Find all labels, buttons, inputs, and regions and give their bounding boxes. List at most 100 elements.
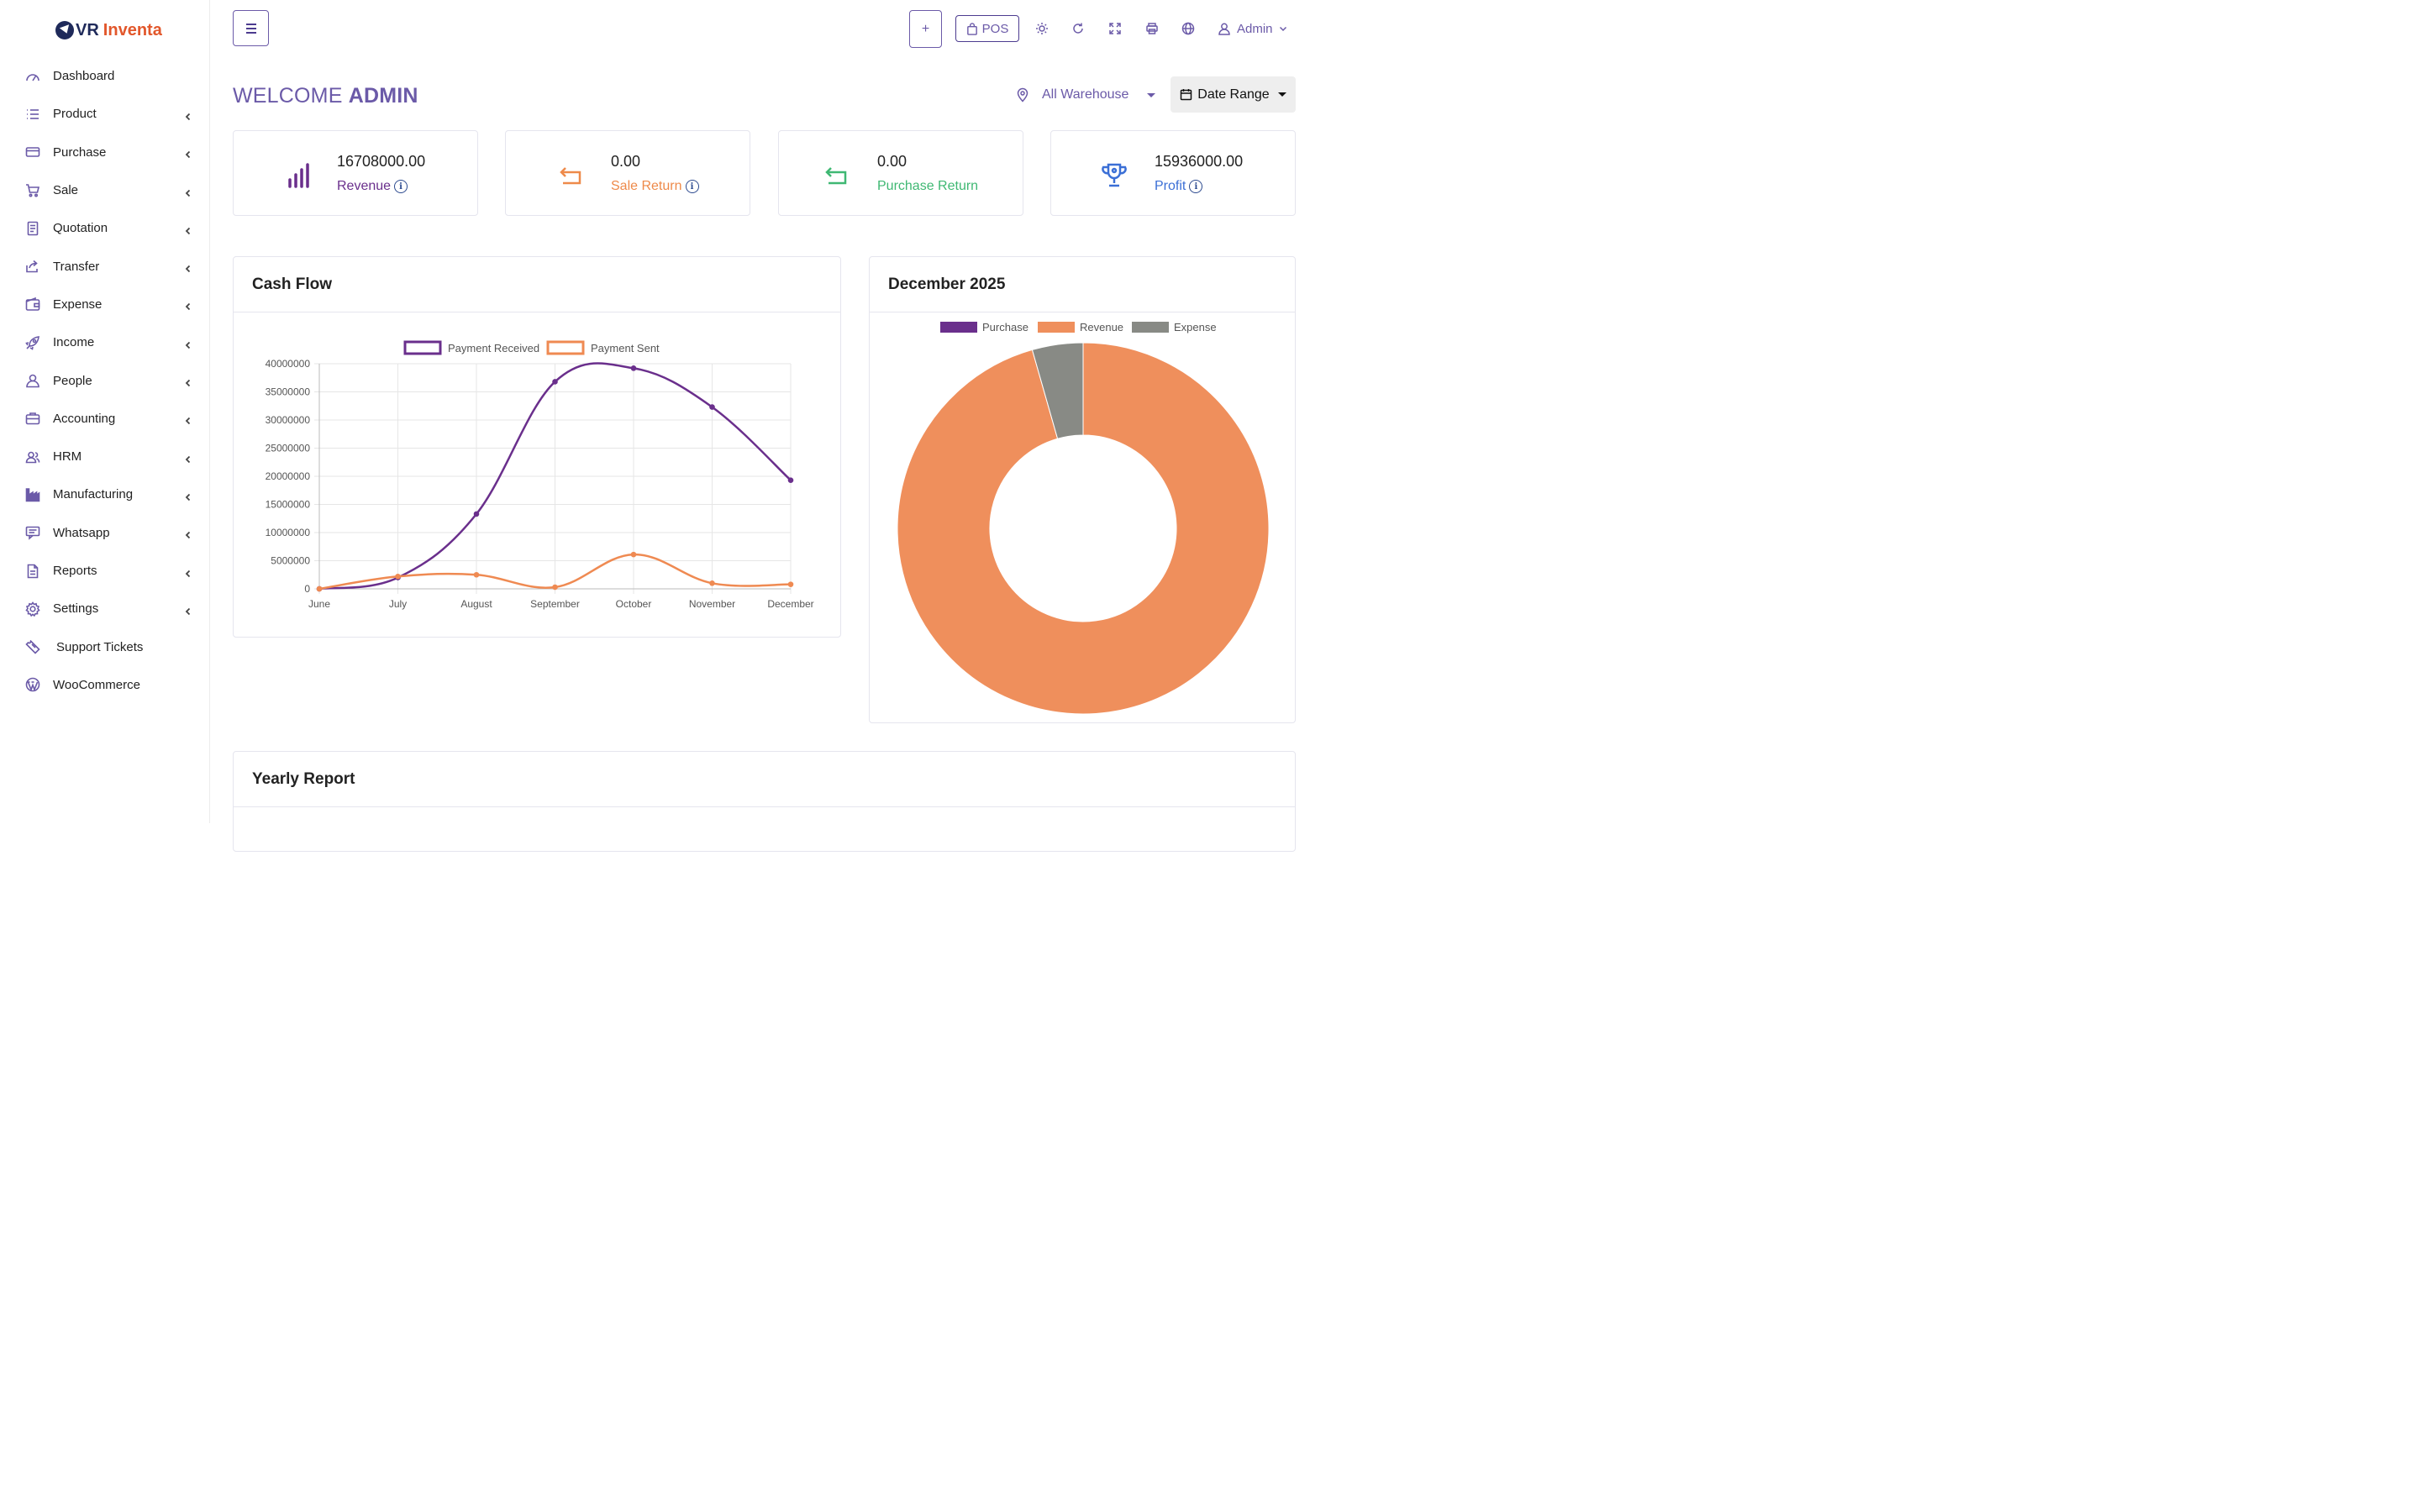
caret-down-icon — [1147, 92, 1156, 97]
sidebar: VR Inventa Dashboard Product Purchase Sale Q… — [0, 0, 210, 823]
legend-label: Purchase — [982, 321, 1028, 333]
chevron-left-icon — [184, 262, 192, 273]
sidebar-item-reports[interactable]: Reports — [0, 552, 210, 590]
x-tick-label: July — [389, 598, 407, 610]
sun-icon[interactable] — [1034, 21, 1050, 36]
brand-part1: VR — [76, 20, 99, 39]
profit-value: 15936000.00 — [1155, 153, 1244, 170]
cash-flow-title: Cash Flow — [252, 276, 333, 293]
info-icon[interactable]: i — [394, 180, 408, 193]
list-icon — [24, 106, 41, 123]
user-name: Admin — [1237, 21, 1273, 36]
return-arrow-icon — [557, 161, 586, 190]
globe-icon[interactable] — [1181, 21, 1196, 36]
sidebar-item-support-tickets[interactable]: Support Tickets — [0, 627, 210, 665]
share-icon — [24, 258, 41, 275]
y-tick-label: 35000000 — [266, 386, 311, 398]
sidebar-item-purchase[interactable]: Purchase — [0, 134, 210, 171]
fullscreen-icon[interactable] — [1107, 21, 1123, 36]
user-icon — [24, 372, 41, 389]
add-button[interactable]: + — [909, 10, 942, 48]
divider — [234, 806, 1295, 807]
sidebar-item-label: Expense — [53, 297, 103, 312]
legend-label: Payment Sent — [591, 342, 660, 354]
y-tick-label: 20000000 — [266, 470, 311, 482]
sidebar-item-dashboard[interactable]: Dashboard — [0, 57, 210, 95]
sidebar-item-people[interactable]: People — [0, 361, 210, 399]
sale-return-card: 0.00 Sale Return i — [505, 130, 750, 216]
user-icon — [1218, 23, 1230, 35]
hamburger-icon — [245, 23, 256, 34]
sidebar-item-hrm[interactable]: HRM — [0, 438, 210, 475]
sidebar-item-income[interactable]: Income — [0, 323, 210, 361]
brand-part2: Inventa — [103, 20, 162, 39]
sale-return-label: Sale Return i — [611, 179, 699, 194]
cart-icon — [24, 182, 41, 199]
rocket-icon — [24, 334, 41, 351]
date-range-label: Date Range — [1197, 87, 1270, 102]
data-point — [787, 477, 794, 483]
sidebar-item-product[interactable]: Product — [0, 95, 210, 133]
sidebar-item-label: Manufacturing — [53, 487, 134, 502]
sidebar-item-quotation[interactable]: Quotation — [0, 209, 210, 247]
sidebar-item-label: Sale — [53, 183, 79, 198]
data-point — [316, 585, 323, 592]
trophy-icon — [1100, 161, 1128, 190]
pos-button[interactable]: POS — [955, 15, 1019, 42]
welcome-prefix: WELCOME — [233, 84, 343, 108]
sidebar-item-woocommerce[interactable]: WooCommerce — [0, 666, 210, 704]
sidebar-item-label: Whatsapp — [53, 525, 110, 540]
refresh-icon[interactable] — [1071, 21, 1086, 36]
warehouse-select[interactable]: All Warehouse — [1015, 84, 1156, 106]
menu-toggle-button[interactable] — [233, 10, 269, 46]
data-point — [630, 551, 637, 558]
sidebar-item-expense[interactable]: Expense — [0, 286, 210, 323]
sidebar-item-transfer[interactable]: Transfer — [0, 247, 210, 285]
page-title: WELCOME ADMIN — [233, 84, 418, 108]
sidebar-item-label: Income — [53, 335, 95, 350]
sidebar-item-accounting[interactable]: Accounting — [0, 400, 210, 438]
sidebar-item-settings[interactable]: Settings — [0, 590, 210, 627]
printer-icon[interactable] — [1144, 21, 1160, 36]
chevron-left-icon — [184, 148, 192, 159]
sidebar-item-label: HRM — [53, 449, 82, 465]
legend-swatch — [940, 322, 977, 333]
legend-label: Revenue — [1080, 321, 1123, 333]
x-tick-label: December — [767, 598, 813, 610]
calendar-icon — [1181, 89, 1192, 101]
profit-card: 15936000.00 Profit i — [1050, 130, 1296, 216]
sidebar-item-whatsapp[interactable]: Whatsapp — [0, 514, 210, 552]
info-icon[interactable]: i — [1189, 180, 1203, 193]
purchase-return-label-text: Purchase Return — [877, 179, 979, 193]
date-range-button[interactable]: Date Range — [1171, 76, 1296, 113]
sidebar-item-label: Accounting — [53, 411, 116, 426]
y-tick-label: 15000000 — [266, 499, 311, 511]
logo-icon — [55, 21, 74, 39]
chat-icon — [24, 524, 41, 541]
info-icon[interactable]: i — [685, 180, 699, 193]
sale-return-label-text: Sale Return — [611, 179, 682, 193]
y-tick-label: 10000000 — [266, 527, 311, 538]
chevron-left-icon — [184, 528, 192, 539]
sidebar-item-label: Support Tickets — [56, 639, 144, 654]
x-tick-label: June — [308, 598, 330, 610]
gear-icon — [24, 601, 41, 617]
chevron-left-icon — [184, 491, 192, 501]
cash-flow-panel: Cash Flow 0 5000000 10000000 15000000 200000… — [233, 256, 841, 638]
sidebar-item-label: Product — [53, 107, 97, 122]
y-tick-label: 40000000 — [266, 358, 311, 370]
yearly-report-title: Yearly Report — [252, 770, 355, 788]
donut-chart: Purchase Revenue Expense — [897, 321, 1270, 715]
shopping-bag-icon — [966, 22, 977, 35]
donut-panel: December 2025 Purchase Revenue Expense — [869, 256, 1296, 723]
sidebar-item-label: Transfer — [53, 259, 100, 274]
yearly-report-panel: Yearly Report — [233, 751, 1296, 852]
chevron-down-icon — [1279, 26, 1286, 32]
user-menu[interactable]: Admin — [1218, 18, 1287, 39]
return-arrow-icon — [823, 161, 851, 190]
chevron-left-icon — [184, 339, 192, 349]
brand-logo[interactable]: VR Inventa — [55, 18, 162, 42]
sidebar-item-manufacturing[interactable]: Manufacturing — [0, 475, 210, 513]
data-point — [709, 580, 715, 586]
sidebar-item-sale[interactable]: Sale — [0, 171, 210, 209]
